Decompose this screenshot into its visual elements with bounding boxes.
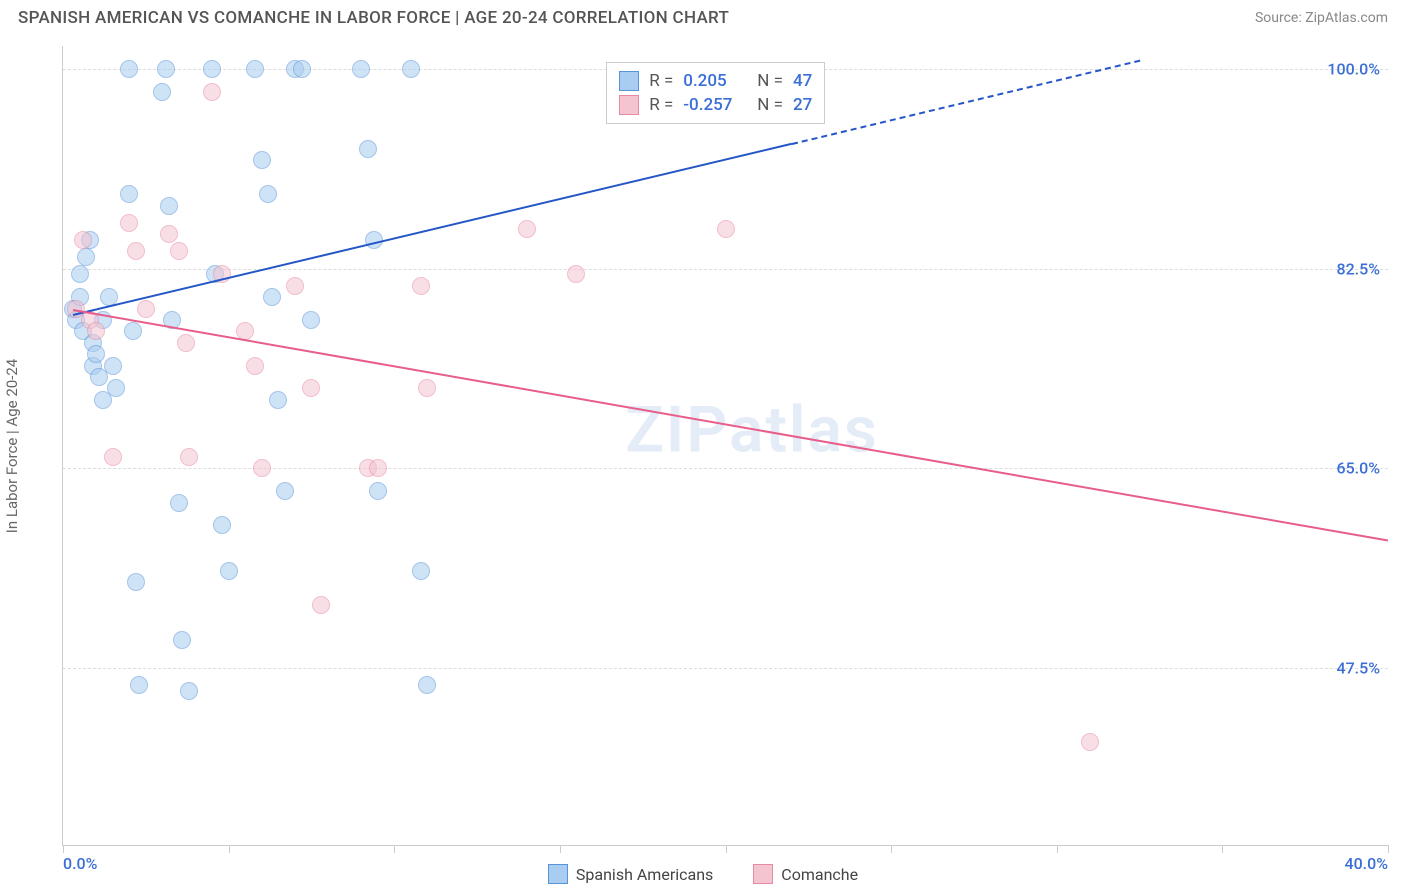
data-point bbox=[246, 357, 264, 375]
y-tick-label: 82.5% bbox=[1336, 259, 1380, 278]
data-point bbox=[160, 225, 178, 243]
data-point bbox=[352, 60, 370, 78]
stats-n-value: 27 bbox=[793, 95, 812, 115]
data-point bbox=[153, 83, 171, 101]
data-point bbox=[170, 494, 188, 512]
y-tick-label: 100.0% bbox=[1327, 59, 1380, 78]
chart-container: In Labor Force | Age 20-24 ZIPatlas 47.5… bbox=[18, 46, 1388, 846]
stats-swatch bbox=[619, 71, 639, 91]
data-point bbox=[160, 197, 178, 215]
stats-r-label: R = bbox=[649, 71, 673, 91]
stats-box: R = 0.205 N = 47 R = -0.257 N = 27 bbox=[606, 62, 825, 124]
data-point bbox=[104, 448, 122, 466]
data-point bbox=[259, 185, 277, 203]
data-point bbox=[137, 300, 155, 318]
stats-r-label: R = bbox=[649, 95, 673, 115]
x-tick bbox=[1388, 845, 1389, 853]
data-point bbox=[71, 265, 89, 283]
stats-r-value: -0.257 bbox=[683, 95, 747, 115]
data-point bbox=[269, 391, 287, 409]
data-point bbox=[293, 60, 311, 78]
data-point bbox=[518, 220, 536, 238]
x-tick bbox=[891, 845, 892, 853]
legend-item: Spanish Americans bbox=[548, 864, 713, 884]
data-point bbox=[157, 60, 175, 78]
x-tick bbox=[560, 845, 561, 853]
x-tick bbox=[63, 845, 64, 853]
legend-label: Spanish Americans bbox=[576, 865, 713, 884]
data-point bbox=[130, 676, 148, 694]
stats-n-label: N = bbox=[757, 71, 783, 91]
data-point bbox=[246, 60, 264, 78]
data-point bbox=[120, 60, 138, 78]
stats-r-value: 0.205 bbox=[683, 71, 747, 91]
data-point bbox=[127, 242, 145, 260]
data-point bbox=[87, 322, 105, 340]
x-tick bbox=[1057, 845, 1058, 853]
data-point bbox=[124, 322, 142, 340]
data-point bbox=[418, 379, 436, 397]
data-point bbox=[253, 459, 271, 477]
gridline-h bbox=[63, 668, 1388, 669]
data-point bbox=[302, 379, 320, 397]
trend-line bbox=[73, 309, 1388, 542]
data-point bbox=[369, 459, 387, 477]
data-point bbox=[74, 231, 92, 249]
data-point bbox=[369, 482, 387, 500]
x-tick bbox=[229, 845, 230, 853]
legend-item: Comanche bbox=[753, 864, 858, 884]
y-tick-label: 47.5% bbox=[1336, 659, 1380, 678]
data-point bbox=[127, 573, 145, 591]
data-point bbox=[180, 448, 198, 466]
data-point bbox=[1081, 733, 1099, 751]
data-point bbox=[77, 248, 95, 266]
legend-swatch bbox=[753, 864, 773, 884]
trend-line-dashed bbox=[792, 60, 1140, 145]
data-point bbox=[120, 214, 138, 232]
data-point bbox=[567, 265, 585, 283]
data-point bbox=[107, 379, 125, 397]
data-point bbox=[302, 311, 320, 329]
data-point bbox=[359, 140, 377, 158]
data-point bbox=[203, 83, 221, 101]
data-point bbox=[253, 151, 271, 169]
x-tick bbox=[726, 845, 727, 853]
stats-row: R = 0.205 N = 47 bbox=[619, 69, 812, 93]
chart-source: Source: ZipAtlas.com bbox=[1255, 10, 1388, 26]
data-point bbox=[170, 242, 188, 260]
y-axis-label: In Labor Force | Age 20-24 bbox=[3, 359, 21, 533]
legend-swatch bbox=[548, 864, 568, 884]
data-point bbox=[276, 482, 294, 500]
data-point bbox=[120, 185, 138, 203]
data-point bbox=[717, 220, 735, 238]
data-point bbox=[412, 277, 430, 295]
bottom-legend: Spanish Americans Comanche bbox=[0, 864, 1406, 884]
stats-n-value: 47 bbox=[793, 71, 812, 91]
data-point bbox=[412, 562, 430, 580]
stats-swatch bbox=[619, 95, 639, 115]
data-point bbox=[418, 676, 436, 694]
data-point bbox=[203, 60, 221, 78]
x-tick bbox=[394, 845, 395, 853]
data-point bbox=[312, 596, 330, 614]
data-point bbox=[104, 357, 122, 375]
data-point bbox=[180, 682, 198, 700]
legend-label: Comanche bbox=[781, 865, 858, 884]
data-point bbox=[173, 631, 191, 649]
data-point bbox=[213, 516, 231, 534]
data-point bbox=[177, 334, 195, 352]
stats-n-label: N = bbox=[757, 95, 783, 115]
trend-line bbox=[73, 143, 792, 316]
data-point bbox=[87, 345, 105, 363]
plot-area: ZIPatlas 47.5%65.0%82.5%100.0%0.0%40.0%R… bbox=[62, 46, 1388, 846]
chart-title: SPANISH AMERICAN VS COMANCHE IN LABOR FO… bbox=[18, 8, 729, 28]
y-tick-label: 65.0% bbox=[1336, 459, 1380, 478]
data-point bbox=[220, 562, 238, 580]
chart-header: SPANISH AMERICAN VS COMANCHE IN LABOR FO… bbox=[0, 0, 1406, 34]
stats-row: R = -0.257 N = 27 bbox=[619, 93, 812, 117]
data-point bbox=[402, 60, 420, 78]
data-point bbox=[286, 277, 304, 295]
x-tick bbox=[1222, 845, 1223, 853]
data-point bbox=[263, 288, 281, 306]
